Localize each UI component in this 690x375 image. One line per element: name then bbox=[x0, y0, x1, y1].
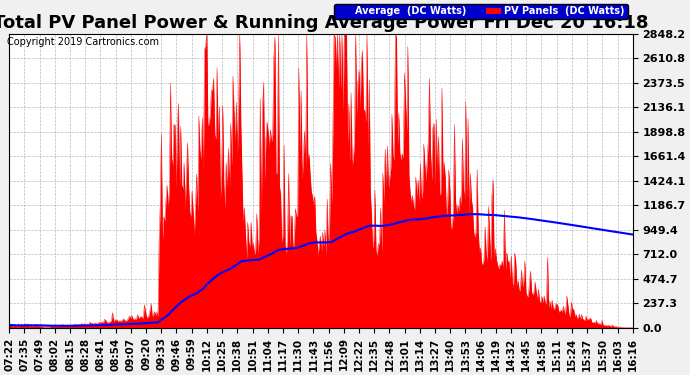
Legend: Average  (DC Watts), PV Panels  (DC Watts): Average (DC Watts), PV Panels (DC Watts) bbox=[334, 4, 628, 20]
Text: Copyright 2019 Cartronics.com: Copyright 2019 Cartronics.com bbox=[7, 37, 159, 47]
Title: Total PV Panel Power & Running Average Power Fri Dec 20 16:18: Total PV Panel Power & Running Average P… bbox=[0, 14, 649, 32]
